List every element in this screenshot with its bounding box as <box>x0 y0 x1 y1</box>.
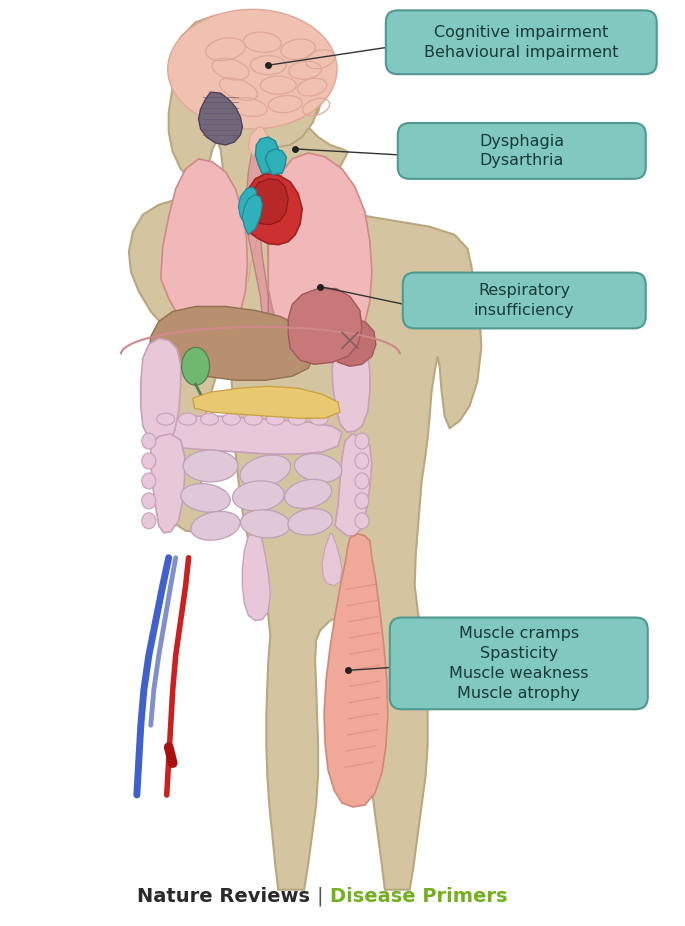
Polygon shape <box>332 344 370 432</box>
Text: Nature Reviews: Nature Reviews <box>137 887 310 907</box>
Ellipse shape <box>355 493 369 509</box>
Polygon shape <box>324 533 388 807</box>
Ellipse shape <box>245 413 262 425</box>
Ellipse shape <box>355 473 369 489</box>
Ellipse shape <box>142 433 155 449</box>
Text: Respiratory
insufficiency: Respiratory insufficiency <box>474 283 575 318</box>
Text: Dysphagia
Dysarthria: Dysphagia Dysarthria <box>479 133 564 169</box>
Polygon shape <box>141 338 181 446</box>
Polygon shape <box>322 533 342 585</box>
Polygon shape <box>249 127 271 156</box>
Polygon shape <box>242 532 271 620</box>
Polygon shape <box>265 149 286 175</box>
Ellipse shape <box>181 483 230 512</box>
Ellipse shape <box>284 480 332 508</box>
Ellipse shape <box>182 347 210 385</box>
Ellipse shape <box>179 413 197 425</box>
Ellipse shape <box>240 455 290 487</box>
Polygon shape <box>245 174 302 244</box>
Ellipse shape <box>355 433 369 449</box>
Ellipse shape <box>288 413 306 425</box>
Ellipse shape <box>240 509 290 538</box>
Ellipse shape <box>355 453 369 469</box>
FancyBboxPatch shape <box>386 10 657 74</box>
FancyBboxPatch shape <box>390 618 648 709</box>
Ellipse shape <box>266 413 284 425</box>
Ellipse shape <box>288 508 332 535</box>
Ellipse shape <box>183 450 238 482</box>
Polygon shape <box>269 153 372 358</box>
Polygon shape <box>251 179 288 225</box>
Ellipse shape <box>142 453 155 469</box>
Polygon shape <box>169 16 320 197</box>
Ellipse shape <box>295 454 342 482</box>
Ellipse shape <box>223 413 240 425</box>
Polygon shape <box>269 149 276 317</box>
Ellipse shape <box>232 481 284 511</box>
Ellipse shape <box>310 413 328 425</box>
Polygon shape <box>129 18 482 890</box>
Ellipse shape <box>355 513 369 529</box>
Ellipse shape <box>142 473 155 489</box>
Ellipse shape <box>142 493 155 509</box>
Polygon shape <box>328 319 376 367</box>
Text: |: | <box>316 887 323 907</box>
Polygon shape <box>155 416 342 454</box>
Polygon shape <box>151 434 185 532</box>
Text: Muscle cramps
Spasticity
Muscle weakness
Muscle atrophy: Muscle cramps Spasticity Muscle weakness… <box>449 626 588 701</box>
Polygon shape <box>199 92 242 145</box>
Text: Cognitive impairment
Behavioural impairment: Cognitive impairment Behavioural impairm… <box>424 25 619 59</box>
Polygon shape <box>192 386 340 419</box>
Polygon shape <box>238 187 256 225</box>
Ellipse shape <box>201 413 219 425</box>
Polygon shape <box>256 137 278 174</box>
Polygon shape <box>288 289 362 364</box>
Polygon shape <box>335 434 372 536</box>
Ellipse shape <box>168 9 337 129</box>
Polygon shape <box>247 149 269 317</box>
Polygon shape <box>242 194 262 234</box>
FancyBboxPatch shape <box>403 272 646 329</box>
Ellipse shape <box>191 511 240 540</box>
Ellipse shape <box>157 413 175 425</box>
Polygon shape <box>149 307 315 381</box>
Text: Disease Primers: Disease Primers <box>330 887 508 907</box>
Ellipse shape <box>142 513 155 529</box>
Polygon shape <box>161 159 247 336</box>
FancyBboxPatch shape <box>398 123 646 179</box>
